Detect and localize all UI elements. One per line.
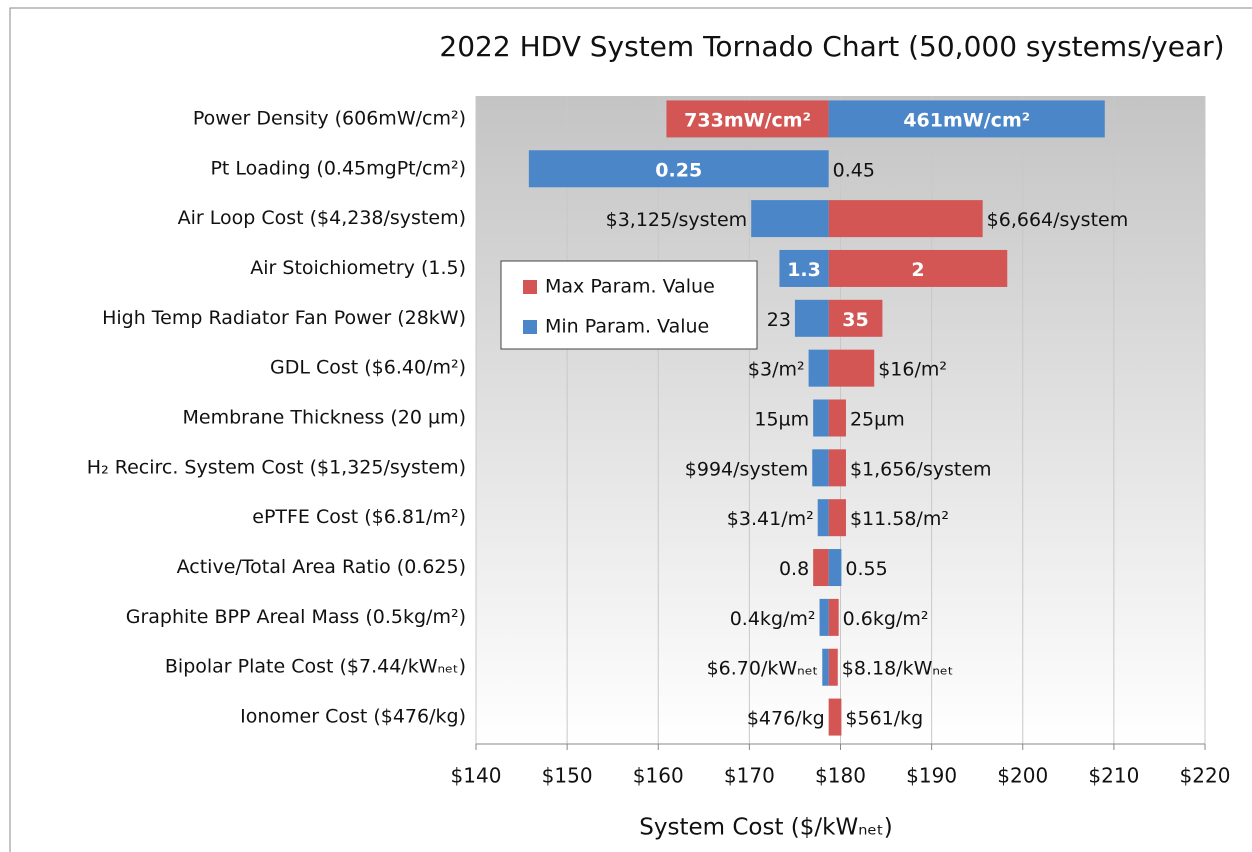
bar [528, 150, 829, 188]
value-label: 0.4kg/m² [730, 608, 816, 630]
bar [794, 299, 829, 337]
bar [822, 648, 829, 686]
value-label: 1.3 [787, 259, 821, 281]
value-label: 0.25 [655, 159, 702, 181]
bar [779, 249, 829, 287]
x-tick-label: $170 [724, 764, 775, 788]
value-label: 0.8 [779, 558, 809, 580]
legend [500, 260, 758, 350]
category-label: GDL Cost ($6.40/m²) [270, 357, 466, 379]
value-label: 0.45 [833, 159, 875, 181]
value-label: $476/kg [747, 708, 825, 730]
value-label: 23 [767, 309, 791, 331]
value-label: $6.70/kWₙₑₜ [707, 658, 819, 680]
value-label: 35 [842, 309, 868, 331]
value-label: $6,664/system [987, 209, 1129, 231]
legend-swatch [523, 320, 537, 334]
bar [819, 598, 829, 636]
bar [808, 349, 829, 387]
bar [666, 100, 829, 138]
value-label: $11.58/m² [850, 508, 949, 530]
category-label: Bipolar Plate Cost ($7.44/kWₙₑₜ) [165, 656, 466, 678]
x-axis-label: System Cost ($/kWₙₑₜ) [639, 815, 892, 841]
value-label: $3,125/system [606, 209, 748, 231]
category-label: ePTFE Cost ($6.81/m²) [252, 506, 466, 528]
category-label: Ionomer Cost ($476/kg) [240, 706, 466, 728]
bar [828, 698, 842, 736]
category-label: Pt Loading (0.45mgPt/cm²) [210, 157, 466, 179]
bar [828, 598, 839, 636]
category-label: Air Loop Cost ($4,238/system) [178, 207, 466, 229]
bar [828, 100, 1105, 138]
x-tick-label: $160 [633, 764, 684, 788]
category-label: Graphite BPP Areal Mass (0.5kg/m²) [126, 606, 466, 628]
value-label: $3.41/m² [727, 508, 814, 530]
value-label: 15µm [754, 409, 809, 431]
value-label: $3/m² [748, 359, 805, 381]
legend-label: Max Param. Value [545, 276, 715, 298]
bars [528, 100, 1105, 736]
bar [817, 499, 829, 537]
bar [828, 249, 1008, 287]
value-label: 2 [911, 259, 924, 281]
legend-label: Min Param. Value [545, 316, 709, 338]
bar [828, 549, 842, 587]
bar [828, 200, 983, 238]
category-label: Membrane Thickness (20 µm) [183, 407, 466, 429]
x-tick-label: $220 [1180, 764, 1231, 788]
value-label: 25µm [850, 409, 905, 431]
value-label: 0.55 [845, 558, 887, 580]
bar [828, 299, 883, 337]
x-tick-label: $150 [542, 764, 593, 788]
value-label: $561/kg [845, 708, 923, 730]
category-label: Air Stoichiometry (1.5) [250, 257, 466, 279]
category-label: H₂ Recirc. System Cost ($1,325/system) [87, 456, 466, 478]
x-tick-label: $180 [815, 764, 866, 788]
grid [475, 96, 1206, 750]
bar [828, 399, 846, 437]
x-tick-label: $190 [906, 764, 957, 788]
value-label: $8.18/kWₙₑₜ [842, 658, 954, 680]
x-tick-label: $140 [451, 764, 502, 788]
bar [828, 499, 846, 537]
value-label: $994/system [685, 458, 808, 480]
value-label: $16/m² [878, 359, 947, 381]
bar [751, 200, 829, 238]
bar [813, 399, 829, 437]
bar [828, 349, 875, 387]
value-label: 461mW/cm² [903, 109, 1030, 131]
bar [828, 648, 838, 686]
value-label: $1,656/system [850, 458, 992, 480]
value-label: 0.6kg/m² [843, 608, 929, 630]
bar [828, 449, 846, 487]
category-label: Active/Total Area Ratio (0.625) [177, 556, 466, 578]
bar [813, 549, 829, 587]
bar [812, 449, 829, 487]
legend-swatch [523, 280, 537, 294]
chart-title: 2022 HDV System Tornado Chart (50,000 sy… [439, 30, 1224, 63]
x-tick-label: $210 [1088, 764, 1139, 788]
category-label: High Temp Radiator Fan Power (28kW) [102, 307, 466, 329]
x-tick-label: $200 [997, 764, 1048, 788]
value-label: 733mW/cm² [684, 109, 811, 131]
category-label: Power Density (606mW/cm²) [193, 107, 466, 129]
